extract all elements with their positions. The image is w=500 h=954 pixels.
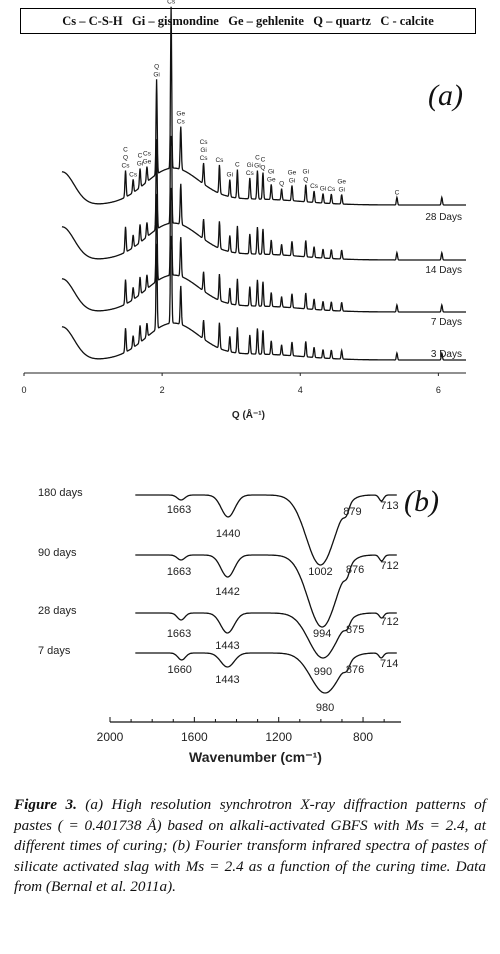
x-tick-label: 2 xyxy=(160,385,165,395)
xrd-peak-label: Gi xyxy=(338,187,345,194)
phase-legend: Cs – C-S-H Gi – gismondine Ge – gehlenit… xyxy=(20,8,476,34)
ftir-band-label: 713 xyxy=(380,500,398,512)
ftir-band-label: 980 xyxy=(316,702,334,714)
ftir-trace xyxy=(135,612,397,659)
ftir-band-label: 714 xyxy=(380,658,398,670)
x-tick-label: 4 xyxy=(298,385,303,395)
xrd-peak-label: C xyxy=(123,147,128,154)
ftir-x-tick-label: 1600 xyxy=(181,730,208,744)
xrd-peak-label: Cs xyxy=(177,119,186,126)
ftir-band-label: 1443 xyxy=(215,640,239,652)
xrd-peak-label: Gi xyxy=(153,71,160,78)
xrd-peak-label: Gi xyxy=(247,162,254,169)
ftir-band-label: 712 xyxy=(380,616,398,628)
legend-item-csh: Cs – C-S-H xyxy=(62,13,123,28)
xrd-peak-label: Cs xyxy=(200,155,209,162)
xrd-peak-label: Cs xyxy=(143,151,152,158)
xrd-peak-label: Ge xyxy=(176,111,185,118)
ftir-trace xyxy=(135,554,397,628)
ftir-x-tick-label: 1200 xyxy=(265,730,292,744)
xrd-peak-label: Cs xyxy=(215,157,224,164)
xrd-peak-label: Cs xyxy=(200,139,209,146)
ftir-band-label: 990 xyxy=(314,666,332,678)
ftir-band-label: 1440 xyxy=(216,528,240,540)
ftir-x-axis-title: Wavenumber (cm⁻¹) xyxy=(189,749,322,765)
xrd-peak-label: Cs xyxy=(327,186,336,193)
ftir-series-label: 90 days xyxy=(38,547,77,559)
ftir-trace xyxy=(135,652,397,694)
xrd-peak-label: Cs xyxy=(310,183,319,190)
ftir-chart: 2000 1600 1200 800 Wavenumber (cm⁻¹) (b) 180 d… xyxy=(38,485,439,765)
x-tick-label: 0 xyxy=(21,385,26,395)
ftir-band-label: 1442 xyxy=(215,586,239,598)
xrd-peak-label: Q xyxy=(303,177,308,184)
panel-label-a: (a) xyxy=(428,79,463,112)
xrd-series-label: 14 Days xyxy=(425,265,462,276)
xrd-peak-label: C xyxy=(138,152,143,159)
xrd-peak-label: Q xyxy=(279,181,284,188)
xrd-peak-label: C xyxy=(235,161,240,168)
xrd-peak-label: Cs xyxy=(129,171,138,178)
xrd-peak-label: Ge xyxy=(288,170,297,177)
ftir-band-label: 1663 xyxy=(167,566,191,578)
x-axis-title: Q (Å⁻¹) xyxy=(232,408,265,421)
xrd-peak-label: Gi xyxy=(137,160,144,167)
xrd-series-label: 7 Days xyxy=(431,317,462,328)
xrd-peak-label: Q xyxy=(123,155,128,162)
caption-text: (a) High resolution synchrotron X-ray di… xyxy=(14,796,486,895)
xrd-peak-label: C xyxy=(255,155,260,162)
ftir-band-label: 712 xyxy=(380,560,398,572)
xrd-trace xyxy=(61,187,466,313)
xrd-peak-label: C xyxy=(261,157,266,164)
xrd-trace xyxy=(61,235,466,361)
panel-label-b: (b) xyxy=(404,485,439,518)
xrd-peak-label: Cs xyxy=(167,0,176,6)
x-tick-label: 6 xyxy=(436,385,441,395)
ftir-x-tick-label: 2000 xyxy=(97,730,124,744)
ftir-band-label: 994 xyxy=(313,628,331,640)
ftir-series-label: 28 days xyxy=(38,605,77,617)
xrd-chart: 0 2 4 6 Q (Å⁻¹) (a) 28 Days 14 Days 7 Days 3 Days… xyxy=(21,0,466,421)
ftir-series-label: 7 days xyxy=(38,645,71,657)
ftir-series-label: 180 days xyxy=(38,487,83,499)
xrd-peak-label: Gi xyxy=(289,178,296,185)
xrd-peak-label: Ge xyxy=(143,159,152,166)
ftir-band-label: 1663 xyxy=(167,628,191,640)
xrd-peak-label: Gi xyxy=(320,186,327,193)
ftir-band-label: 879 xyxy=(343,506,361,518)
xrd-trace xyxy=(61,6,466,206)
xrd-series-label: 28 Days xyxy=(425,212,462,223)
legend-item-calcite: C - calcite xyxy=(380,13,434,28)
ftir-x-tick-label: 800 xyxy=(353,730,373,744)
xrd-peak-label: Gi xyxy=(200,147,207,154)
xrd-peak-label: Gi xyxy=(254,163,261,170)
xrd-peak-label: Q xyxy=(260,165,265,172)
caption-label: Figure 3. xyxy=(14,796,77,813)
xrd-trace xyxy=(61,135,466,261)
ftir-band-label: 876 xyxy=(346,564,364,576)
ftir-band-label: 876 xyxy=(346,664,364,676)
ftir-trace xyxy=(135,494,397,566)
ftir-band-label: 875 xyxy=(346,624,364,636)
ftir-band-label: 1660 xyxy=(167,664,191,676)
ftir-band-label: 1443 xyxy=(215,674,239,686)
xrd-peak-label: Gi xyxy=(268,168,275,175)
xrd-peak-label: Ge xyxy=(267,176,276,183)
legend-item-quartz: Q – quartz xyxy=(313,13,371,28)
legend-item-gismondine: Gi – gismondine xyxy=(132,13,219,28)
xrd-peak-label: Gi xyxy=(227,172,234,179)
xrd-series-label: 3 Days xyxy=(431,349,462,360)
figure-caption: Figure 3. (a) High resolution synchrotro… xyxy=(14,795,486,898)
xrd-peak-label: Gi xyxy=(303,169,310,176)
xrd-peak-label: Cs xyxy=(122,163,131,170)
ftir-band-label: 1002 xyxy=(308,566,332,578)
ftir-band-label: 1663 xyxy=(167,504,191,516)
xrd-peak-label: Q xyxy=(154,63,159,70)
legend-item-gehlenite: Ge – gehlenite xyxy=(228,13,304,28)
xrd-peak-label: Ge xyxy=(337,179,346,186)
xrd-peak-label: C xyxy=(395,189,400,196)
xrd-peak-label: Cs xyxy=(246,170,255,177)
